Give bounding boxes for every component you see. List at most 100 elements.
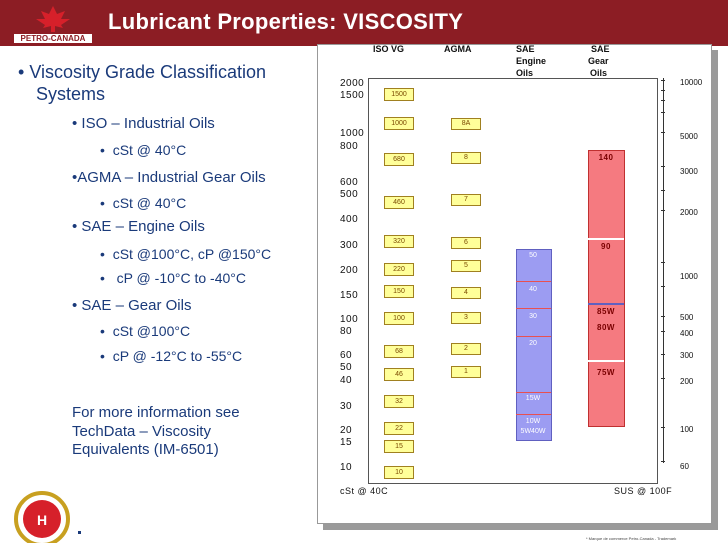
- iso-grade-box: 1500: [384, 88, 414, 101]
- sae-engine-grade: 20: [529, 340, 537, 347]
- col-sae-engine-header-3: Oils: [516, 68, 534, 78]
- sus-tick: 200: [680, 377, 694, 386]
- cst-tick: 400: [340, 214, 359, 225]
- agma-grade-box: 5: [451, 260, 481, 272]
- iso-sub-label: cSt @ 40°C: [112, 142, 187, 158]
- col-iso-header: ISO VG: [373, 44, 405, 54]
- bullet-main: • Viscosity Grade Classification: [18, 62, 267, 82]
- iso-grade-box: 32: [384, 395, 414, 408]
- iso-grade-box: 1000: [384, 117, 414, 130]
- more-info-line1: For more information see: [72, 404, 240, 421]
- cst-tick: 80: [340, 326, 353, 337]
- cst-tick: 15: [340, 437, 353, 448]
- sus-tick-mark: [661, 461, 665, 462]
- cst-tick: 60: [340, 350, 353, 361]
- bullet-main-2: Systems: [36, 84, 106, 104]
- sae-gear-divider: [588, 238, 624, 240]
- iso-grade-box: 46: [384, 368, 414, 381]
- sae-engine-divider: [516, 392, 551, 393]
- agma-grade-box: 8: [451, 152, 481, 164]
- bullet-sae-engine: • SAE – Engine Oils: [72, 218, 205, 235]
- cst-tick: 100: [340, 314, 359, 325]
- sae-gear-grade: 140: [598, 153, 614, 162]
- col-sae-gear-header-1: SAE: [591, 44, 610, 54]
- cst-tick: 30: [340, 401, 353, 412]
- sae-engine-sub1-label: cSt @100°C, cP @150°C: [112, 246, 272, 262]
- sae-engine-divider: [516, 414, 551, 415]
- col-sae-gear-header-2: Gear: [588, 56, 609, 66]
- cst-tick: 200: [340, 265, 359, 276]
- svg-text:H: H: [37, 512, 47, 528]
- agma-grade-box: 8A: [451, 118, 481, 130]
- sae-engine-grade: 15W: [525, 395, 541, 402]
- iso-grade-box: 22: [384, 422, 414, 435]
- header-bar: PETRO-CANADA Lubricant Properties: VISCO…: [0, 0, 728, 46]
- cst-tick: 1500: [340, 90, 365, 101]
- cst-tick: 500: [340, 189, 359, 200]
- agma-grade-box: 7: [451, 194, 481, 206]
- sus-tick: 10000: [680, 78, 703, 87]
- agma-sub-label: cSt @ 40°C: [112, 195, 187, 211]
- page-title: Lubricant Properties: VISCOSITY: [108, 9, 464, 34]
- bullet-main-label: Viscosity Grade Classification: [29, 62, 267, 82]
- sus-tick: 2000: [680, 208, 698, 217]
- sae-engine-sub2: • cP @ -10°C to -40°C: [100, 270, 246, 286]
- sus-tick-mark: [661, 80, 665, 81]
- sus-tick-mark: [661, 90, 665, 91]
- col-sae-engine-header-1: SAE: [516, 44, 535, 54]
- sae-gear-sub2-label: cP @ -12°C to -55°C: [112, 348, 243, 364]
- sus-tick: 60: [680, 462, 689, 471]
- sae-gear-grade: 80W: [597, 323, 615, 332]
- sae-gear-sub2: • cP @ -12°C to -55°C: [100, 348, 243, 364]
- cst-tick: 20: [340, 425, 353, 436]
- x-label-right: SUS @ 100F: [614, 486, 673, 496]
- more-info-line3: Equivalents (IM-6501): [72, 441, 219, 458]
- sus-tick: 500: [680, 313, 694, 322]
- sae-engine-grade: 50: [529, 252, 537, 259]
- agma-sub: • cSt @ 40°C: [100, 195, 187, 211]
- iso-grade-box: 100: [384, 312, 414, 325]
- bullet-iso: • ISO – Industrial Oils: [72, 115, 215, 132]
- sus-tick-mark: [661, 378, 665, 379]
- iso-grade-box: 680: [384, 153, 414, 166]
- sae-engine-divider: [516, 281, 551, 282]
- chart-grid: [368, 78, 658, 484]
- iso-sub: • cSt @ 40°C: [100, 142, 187, 158]
- sus-tick-mark: [661, 262, 665, 263]
- iso-grade-box: 10: [384, 466, 414, 479]
- sus-tick-mark: [661, 132, 665, 133]
- agma-grade-box: 2: [451, 343, 481, 355]
- sae-engine-grade: 5W40W: [520, 428, 546, 435]
- viscosity-chart-panel: [317, 44, 712, 524]
- sus-tick-mark: [661, 354, 665, 355]
- sae-gear-divider: [588, 360, 624, 362]
- sae-engine-divider: [516, 336, 551, 337]
- more-info-line2: TechData – Viscosity: [72, 422, 211, 440]
- cst-tick: 600: [340, 177, 359, 188]
- bullet-sae-gear: • SAE – Gear Oils: [72, 297, 192, 314]
- cst-tick: 40: [340, 375, 353, 386]
- performance-badge-icon: H: [14, 491, 70, 543]
- sus-tick: 300: [680, 351, 694, 360]
- sae-engine-grade: 10W: [525, 418, 541, 425]
- col-agma-header: AGMA: [444, 44, 472, 54]
- agma-grade-box: 6: [451, 237, 481, 249]
- sae-gear-grade: 90: [601, 242, 611, 251]
- sae-gear-sub1: • cSt @100°C: [100, 323, 191, 339]
- sae-engine-sub2-label: cP @ -10°C to -40°C: [116, 270, 246, 286]
- sus-tick-mark: [661, 190, 665, 191]
- agma-grade-box: 3: [451, 312, 481, 324]
- sae-engine-sub1: • cSt @100°C, cP @150°C: [100, 246, 272, 262]
- sus-tick-mark: [661, 166, 665, 167]
- sus-tick-mark: [661, 316, 665, 317]
- sae-engine-divider: [516, 308, 551, 309]
- cst-tick: 50: [340, 362, 353, 373]
- more-info: For more information see TechData – Visc…: [72, 404, 240, 460]
- trademark-note: * Marque de commerce Petro-Canada - Trad…: [586, 536, 677, 541]
- sae-engine-grade: 30: [529, 313, 537, 320]
- iso-grade-box: 150: [384, 285, 414, 298]
- cst-tick: 10: [340, 462, 353, 473]
- sus-tick: 1000: [680, 272, 698, 281]
- agma-grade-box: 1: [451, 366, 481, 378]
- sus-tick-mark: [661, 112, 665, 113]
